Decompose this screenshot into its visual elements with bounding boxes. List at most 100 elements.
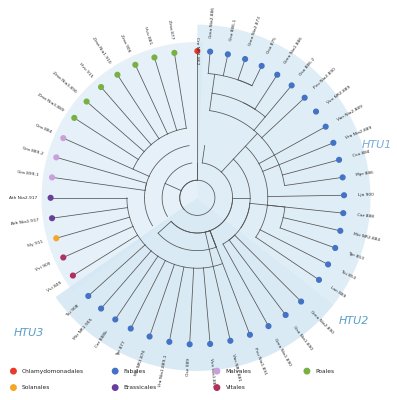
Wedge shape (56, 198, 334, 371)
Circle shape (152, 55, 157, 60)
Circle shape (228, 338, 233, 343)
Circle shape (323, 124, 328, 129)
Circle shape (54, 236, 59, 240)
Circle shape (11, 385, 16, 390)
Circle shape (133, 62, 138, 67)
Text: Zma Nia3.889: Zma Nia3.889 (36, 92, 64, 112)
Text: Mtr NR1.905: Mtr NR1.905 (73, 318, 94, 341)
Circle shape (289, 83, 294, 88)
Text: Cre NR1.862: Cre NR1.862 (195, 37, 199, 65)
Circle shape (208, 49, 212, 54)
Circle shape (128, 326, 133, 331)
Text: Tsu 908: Tsu 908 (65, 304, 79, 318)
Text: Lja 900: Lja 900 (358, 193, 374, 197)
Text: Gma Nia1.890: Gma Nia1.890 (274, 337, 292, 366)
Text: Malvales: Malvales (225, 369, 252, 374)
Text: Gma Nia1.886: Gma Nia1.886 (283, 36, 303, 64)
Circle shape (302, 95, 307, 100)
Wedge shape (197, 25, 370, 304)
Text: Zma Nia3.890: Zma Nia3.890 (52, 71, 77, 94)
Text: Gra 899-1: Gra 899-1 (17, 170, 39, 178)
Text: Zma 877: Zma 877 (167, 20, 174, 40)
Text: Gma Nia2.873: Gma Nia2.873 (248, 16, 262, 47)
Circle shape (259, 64, 264, 68)
Circle shape (167, 340, 172, 344)
Circle shape (266, 324, 271, 328)
Text: Zma Nia1.910: Zma Nia1.910 (92, 36, 112, 64)
Text: Chlamydomonadales: Chlamydomonadales (22, 369, 84, 374)
Circle shape (61, 136, 66, 140)
Text: Brassicales: Brassicales (124, 385, 157, 390)
Text: Gso Nia1.890: Gso Nia1.890 (292, 325, 313, 350)
Text: Solanales: Solanales (22, 385, 50, 390)
Text: Gso 886-1: Gso 886-1 (229, 19, 237, 41)
Text: HTU3: HTU3 (14, 328, 44, 338)
Text: Hvu 881: Hvu 881 (143, 26, 152, 45)
Circle shape (99, 306, 104, 311)
Circle shape (99, 85, 104, 90)
Circle shape (225, 52, 230, 57)
Text: Ath Nia2.917: Ath Nia2.917 (9, 196, 37, 200)
Text: Gso 886-2: Gso 886-2 (299, 56, 316, 76)
Circle shape (283, 313, 288, 317)
Text: Lan 889: Lan 889 (329, 286, 346, 299)
Text: Vun Nia1.881: Vun Nia1.881 (209, 358, 216, 387)
Circle shape (48, 196, 53, 200)
Text: Gma Nia2.886: Gma Nia2.886 (209, 7, 216, 38)
Circle shape (243, 57, 247, 62)
Circle shape (113, 317, 118, 322)
Circle shape (214, 368, 220, 374)
Circle shape (50, 175, 54, 180)
Circle shape (172, 50, 177, 55)
Text: Vvi 909: Vvi 909 (35, 261, 52, 272)
Circle shape (333, 246, 337, 250)
Circle shape (11, 368, 16, 374)
Text: Pvu Nia1.891: Pvu Nia1.891 (253, 347, 267, 375)
Text: Cca 884: Cca 884 (352, 150, 370, 158)
Text: Tpr 853: Tpr 853 (347, 251, 364, 260)
Text: Tsu 853: Tsu 853 (339, 269, 356, 280)
Circle shape (112, 368, 118, 374)
Text: Zma 906: Zma 906 (119, 34, 131, 53)
Circle shape (314, 109, 318, 114)
Circle shape (112, 385, 118, 390)
Text: Ose 089: Ose 089 (186, 358, 191, 376)
Circle shape (61, 255, 66, 260)
Text: Vra Nia1.889-1: Vra Nia1.889-1 (158, 355, 169, 388)
Circle shape (248, 332, 252, 337)
Text: Fabales: Fabales (124, 369, 146, 374)
Text: Gra 889-2: Gra 889-2 (22, 146, 44, 156)
Text: Mtr NR3.876: Mtr NR3.876 (134, 349, 147, 376)
Circle shape (299, 299, 303, 304)
Text: Gma Nia2.890: Gma Nia2.890 (309, 310, 334, 334)
Circle shape (214, 385, 220, 390)
Text: Vitales: Vitales (225, 385, 245, 390)
Text: Gso 875: Gso 875 (266, 36, 278, 54)
Circle shape (208, 342, 212, 346)
Text: Van NR1.881: Van NR1.881 (231, 354, 242, 382)
Circle shape (195, 49, 200, 54)
Text: Mpr 886: Mpr 886 (356, 171, 374, 178)
Circle shape (72, 116, 77, 120)
Circle shape (342, 193, 347, 198)
Text: Vra Nia2.889: Vra Nia2.889 (345, 125, 373, 140)
Circle shape (340, 175, 345, 180)
Circle shape (187, 342, 192, 347)
Circle shape (115, 72, 120, 77)
Text: Poales: Poales (316, 369, 335, 374)
Circle shape (338, 228, 343, 233)
Text: Car 888: Car 888 (357, 212, 374, 218)
Text: Mtr NR2.884: Mtr NR2.884 (353, 232, 381, 242)
Circle shape (86, 294, 91, 298)
Text: Car 888b: Car 888b (95, 330, 109, 348)
Circle shape (71, 273, 75, 278)
Circle shape (341, 211, 346, 216)
Circle shape (304, 368, 310, 374)
Circle shape (317, 278, 321, 282)
Text: HTU2: HTU2 (339, 316, 369, 326)
Text: Gra 884: Gra 884 (34, 124, 52, 134)
Circle shape (275, 72, 279, 77)
Text: Vun NR2.889: Vun NR2.889 (326, 85, 351, 105)
Circle shape (337, 158, 341, 162)
Text: HTU1: HTU1 (362, 140, 393, 150)
